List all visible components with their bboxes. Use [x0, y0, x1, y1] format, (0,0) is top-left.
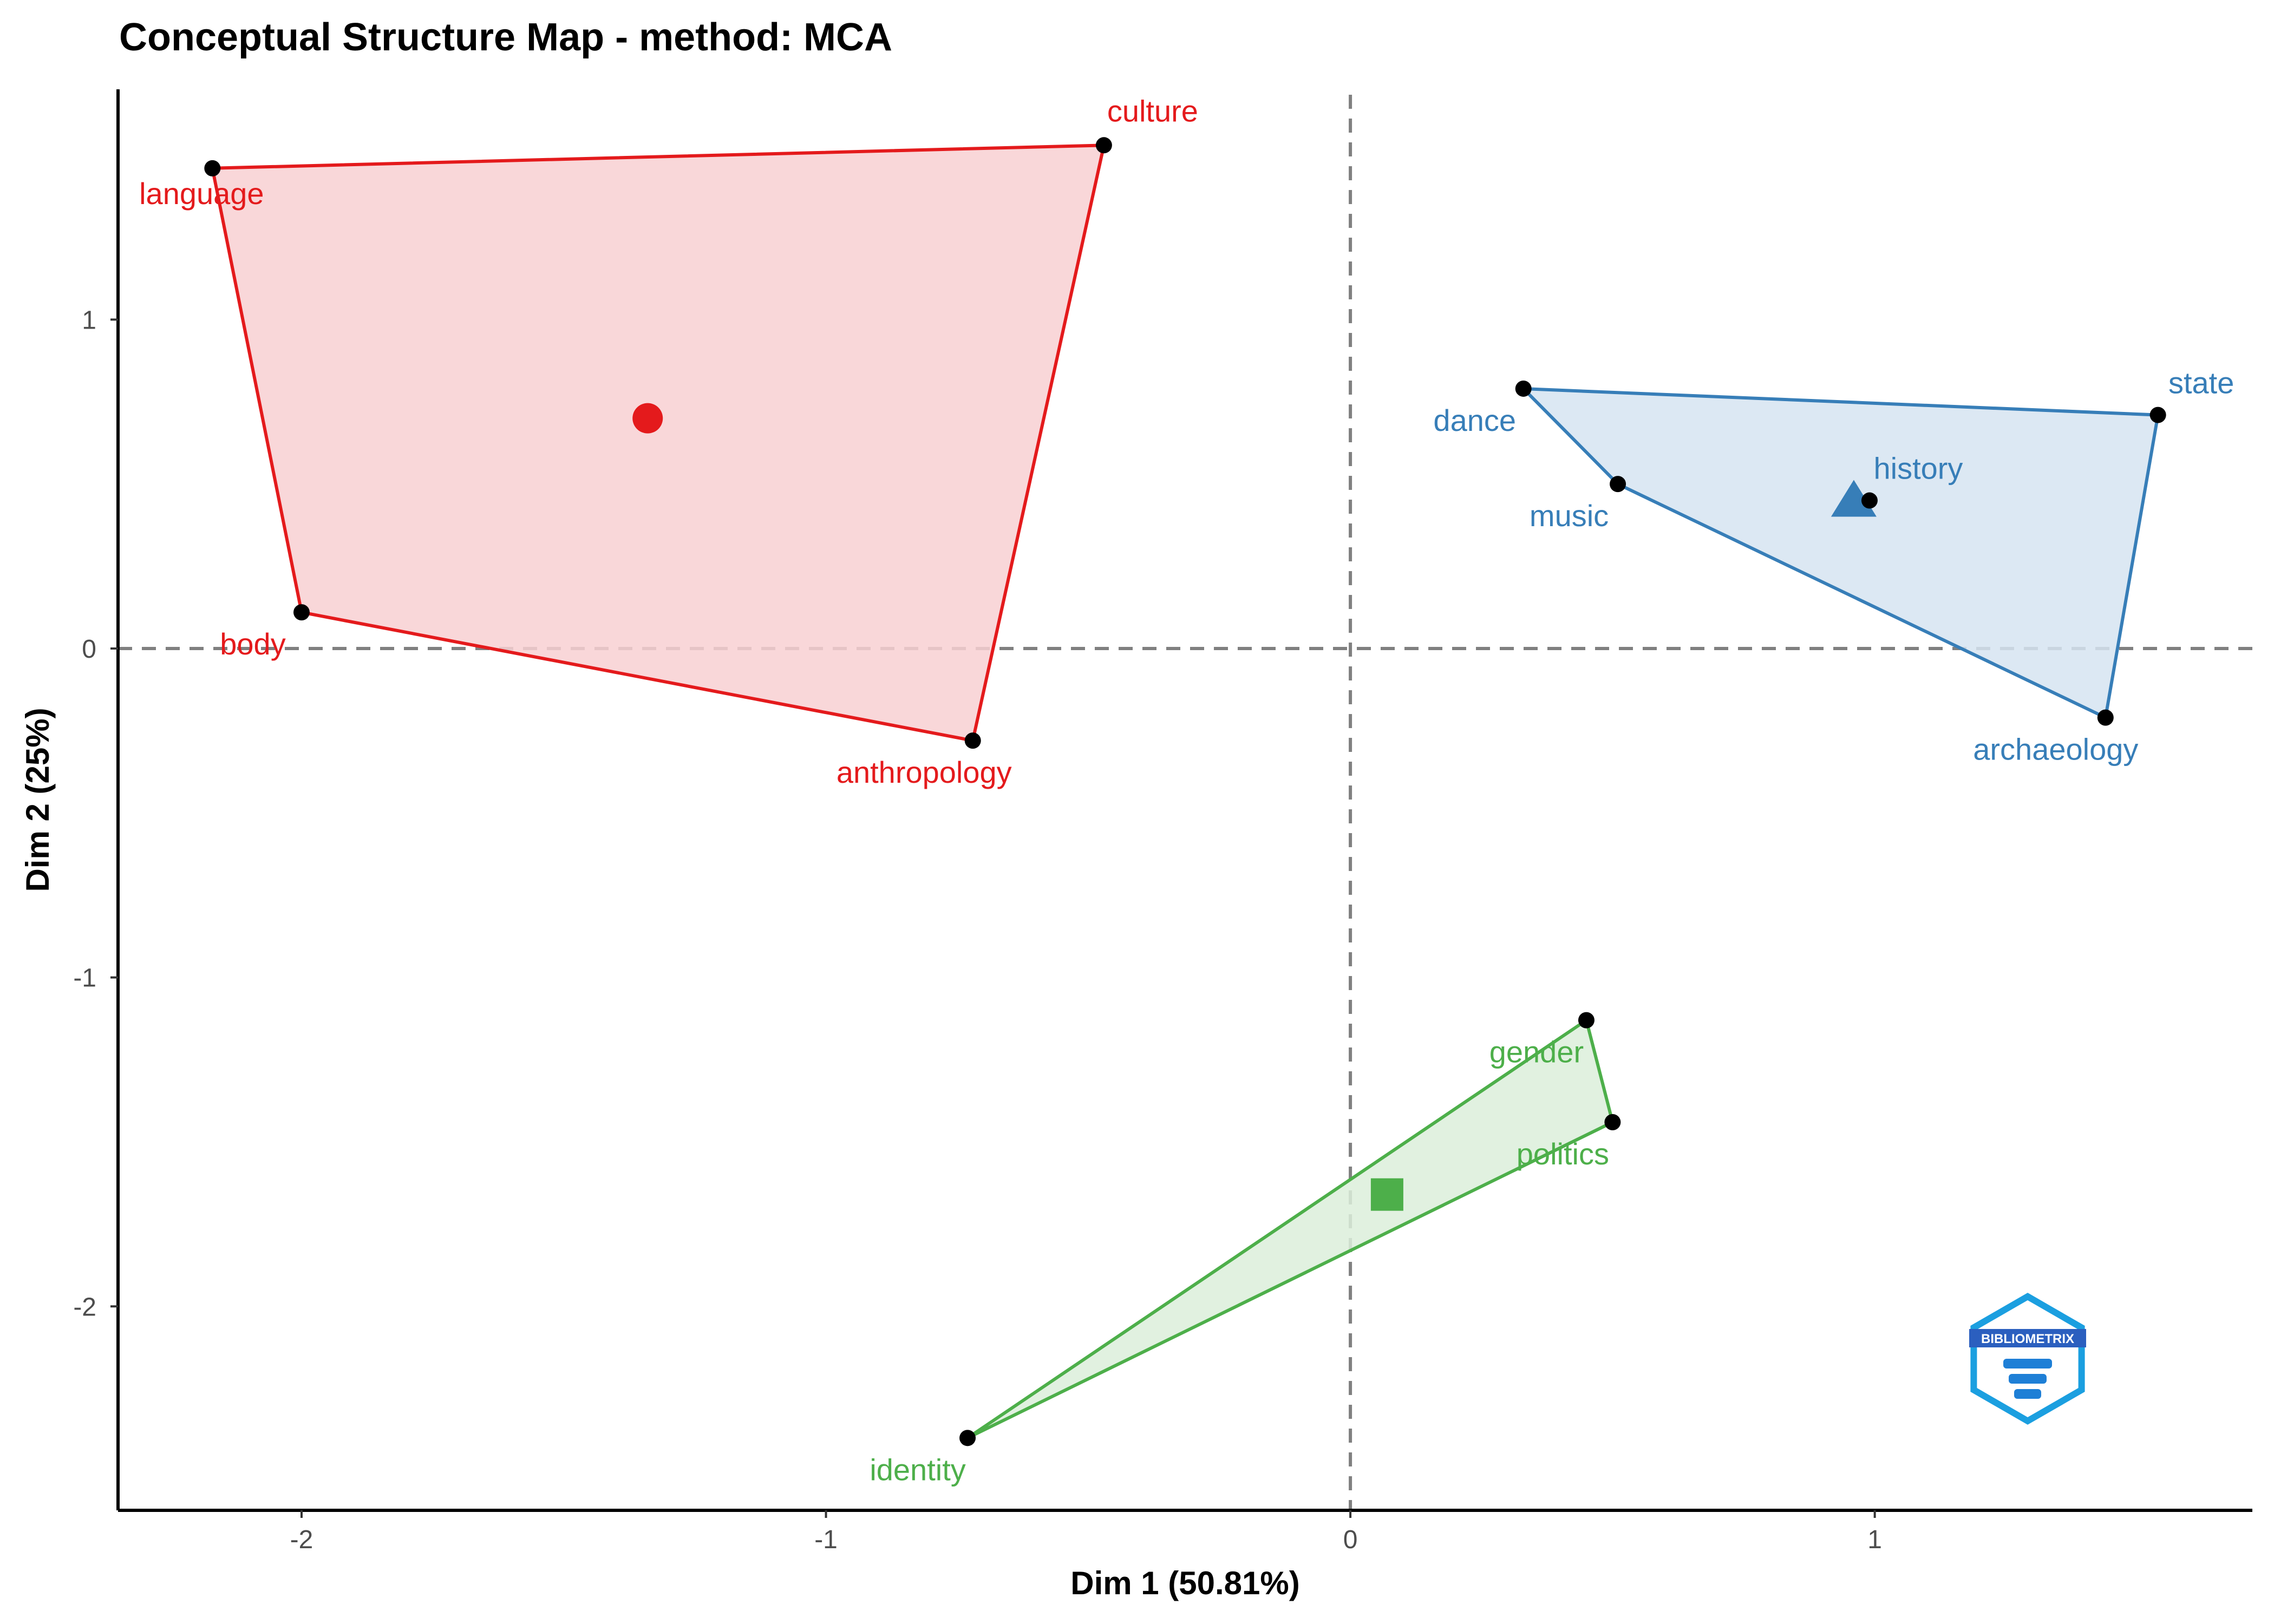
point-language — [204, 160, 221, 176]
label-state: state — [2168, 366, 2234, 400]
label-dance: dance — [1433, 403, 1516, 437]
cluster-2-centroid — [1831, 480, 1877, 517]
point-politics — [1604, 1114, 1621, 1130]
label-anthropology: anthropology — [837, 755, 1012, 789]
point-dance — [1515, 380, 1532, 397]
reference-lines — [118, 95, 2252, 1510]
point-identity — [959, 1430, 976, 1446]
logo-bar — [2014, 1389, 2041, 1399]
logo-bar — [2009, 1374, 2047, 1384]
cluster-3-hull — [966, 1018, 1615, 1440]
chart-title: Conceptual Structure Map - method: MCA — [119, 16, 893, 59]
label-body: body — [220, 627, 285, 661]
x-axis-title: Dim 1 (50.81%) — [1070, 1565, 1300, 1601]
cluster-2-hull — [1521, 387, 2160, 719]
cluster-hulls — [211, 143, 2160, 1440]
y-tick-label: -1 — [73, 964, 96, 993]
label-identity: identity — [870, 1452, 965, 1487]
point-anthropology — [964, 732, 981, 749]
point-gender — [1578, 1012, 1595, 1029]
x-tick-label: 0 — [1343, 1525, 1358, 1554]
point-body — [293, 604, 310, 621]
label-music: music — [1530, 499, 1609, 533]
point-state — [2149, 407, 2166, 423]
logo-bar — [2003, 1359, 2052, 1368]
axes: -2 -1 0 1 -2 -1 0 1 Dim 1 (50.81%) Dim 2 (25%) — [19, 89, 2252, 1601]
label-archaeology: archaeology — [1973, 732, 2138, 767]
point-history — [1861, 492, 1878, 509]
x-tick-label: -1 — [814, 1525, 838, 1554]
point-music — [1610, 476, 1626, 493]
data-points — [204, 137, 2166, 1446]
label-politics: politics — [1517, 1137, 1609, 1171]
x-tick-label: -2 — [290, 1525, 313, 1554]
y-tick-label: 1 — [82, 306, 96, 335]
cluster-3-centroid — [1370, 1178, 1403, 1211]
cluster-1-centroid — [632, 403, 663, 434]
point-archaeology — [2097, 709, 2114, 726]
cluster-centroids — [632, 403, 1877, 1211]
y-tick-label: 0 — [82, 635, 96, 664]
label-language: language — [139, 176, 264, 211]
point-culture — [1095, 137, 1112, 154]
logo-banner — [1969, 1329, 2086, 1347]
label-culture: culture — [1107, 94, 1198, 128]
x-tick-label: 1 — [1867, 1525, 1882, 1554]
label-history: history — [1873, 451, 1963, 486]
label-gender: gender — [1489, 1035, 1584, 1069]
y-tick-label: -2 — [73, 1293, 96, 1321]
cluster-1-hull — [211, 143, 1106, 743]
y-axis-title: Dim 2 (25%) — [19, 708, 56, 892]
point-labels: language culture anthropology body dance stat… — [139, 94, 2234, 1487]
bibliometrix-logo: BIBLIOMETRIX — [1969, 1293, 2086, 1425]
logo-text: BIBLIOMETRIX — [1981, 1332, 2074, 1346]
